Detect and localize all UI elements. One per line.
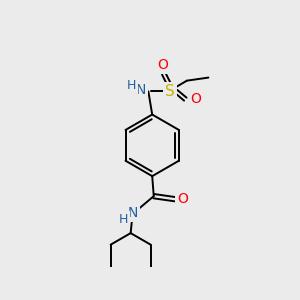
Text: O: O [157, 58, 168, 72]
Text: H: H [127, 79, 136, 92]
Text: O: O [190, 92, 201, 106]
Text: N: N [136, 83, 146, 97]
Text: S: S [165, 84, 175, 99]
Text: H: H [118, 213, 128, 226]
Text: O: O [178, 192, 188, 206]
Text: N: N [128, 206, 138, 220]
